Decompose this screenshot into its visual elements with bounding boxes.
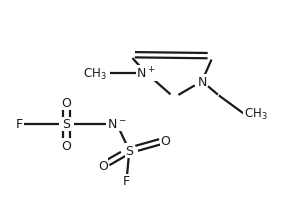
Text: CH$_3$: CH$_3$ [83, 66, 107, 81]
Text: N: N [197, 75, 207, 88]
Text: O: O [62, 96, 71, 110]
Text: O: O [62, 139, 71, 152]
Text: S: S [125, 144, 133, 157]
Text: S: S [62, 118, 71, 131]
Text: O: O [98, 159, 108, 172]
Text: CH$_3$: CH$_3$ [244, 107, 268, 122]
Text: N$^-$: N$^-$ [107, 118, 126, 131]
Text: F: F [15, 118, 22, 131]
Text: O: O [161, 134, 171, 147]
Text: N$^+$: N$^+$ [136, 66, 156, 81]
Text: F: F [123, 175, 130, 187]
